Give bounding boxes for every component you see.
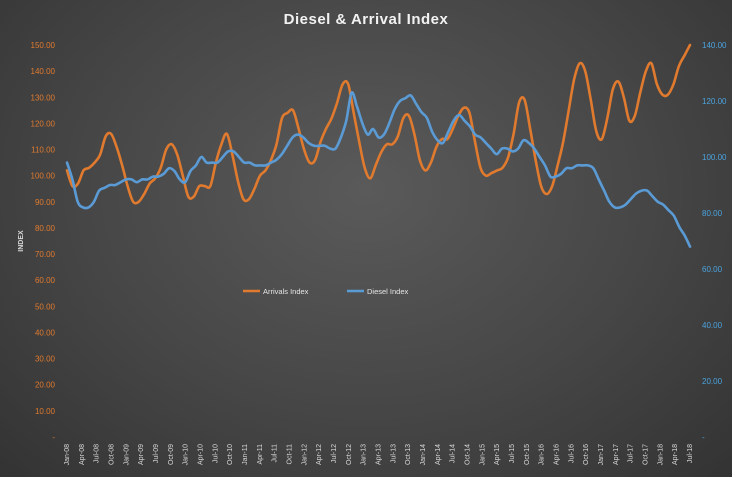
left-tick-label: 150.00 — [31, 41, 56, 50]
left-tick-label: 140.00 — [31, 67, 56, 76]
x-tick-label: Oct-12 — [346, 444, 353, 465]
left-axis-ticks: - 10.00 20.00 30.00 40.00 50.00 60.00 70.00 80.0… — [31, 41, 56, 442]
x-tick-label: Apr-12 — [316, 444, 323, 465]
left-tick-label: 110.00 — [31, 146, 55, 155]
right-tick-label: - — [702, 433, 705, 442]
x-tick-label: Oct-15 — [524, 444, 531, 465]
x-tick-label: Oct-14 — [465, 444, 472, 465]
x-axis-ticks: Jan-08 Apr-08 Jul-08 Oct-08 Jan-09 Apr-09 Jul-… — [64, 444, 694, 466]
x-tick-label: Apr-18 — [672, 444, 679, 465]
x-tick-label: Jul-10 — [212, 444, 219, 463]
legend-label-diesel: Diesel Index — [367, 287, 409, 296]
left-tick-label: 40.00 — [35, 328, 56, 337]
left-tick-label: - — [52, 433, 55, 442]
x-tick-label: Apr-16 — [554, 444, 561, 465]
x-tick-label: Oct-11 — [287, 444, 294, 465]
left-tick-label: 130.00 — [31, 93, 56, 102]
left-tick-label: 30.00 — [35, 355, 56, 364]
right-tick-label: 40.00 — [702, 321, 723, 330]
x-tick-label: Jan-12 — [301, 444, 308, 466]
x-tick-label: Apr-08 — [79, 444, 86, 465]
x-tick-label: Jul-13 — [390, 444, 397, 463]
left-tick-label: 50.00 — [35, 302, 56, 311]
x-tick-label: Apr-15 — [494, 444, 501, 465]
x-tick-label: Jan-15 — [479, 444, 486, 466]
left-tick-label: 70.00 — [35, 250, 56, 259]
right-tick-label: 120.00 — [702, 97, 727, 106]
left-tick-label: 90.00 — [35, 198, 56, 207]
x-tick-label: Oct-17 — [643, 444, 650, 465]
x-tick-label: Jul-11 — [272, 444, 279, 463]
x-tick-label: Apr-09 — [138, 444, 145, 465]
right-tick-label: 20.00 — [702, 377, 723, 386]
x-tick-label: Jan-09 — [123, 444, 130, 466]
chart-title: Diesel & Arrival Index — [284, 11, 449, 28]
x-tick-label: Jan-18 — [657, 444, 664, 466]
x-tick-label: Jul-18 — [687, 444, 694, 463]
x-tick-label: Jan-08 — [64, 444, 71, 466]
x-tick-label: Jul-16 — [568, 444, 575, 463]
x-tick-label: Jul-15 — [509, 444, 516, 463]
right-tick-label: 80.00 — [702, 209, 723, 218]
series-lines — [65, 43, 692, 248]
left-tick-label: 120.00 — [31, 119, 56, 128]
x-tick-label: Jul-08 — [94, 444, 101, 463]
x-tick-label: Jan-16 — [539, 444, 546, 466]
x-tick-label: Oct-08 — [109, 444, 116, 465]
left-tick-label: 20.00 — [35, 381, 56, 390]
diesel-index-line — [65, 91, 692, 248]
x-tick-label: Jul-12 — [331, 444, 338, 463]
x-tick-label: Oct-10 — [227, 444, 234, 465]
x-tick-label: Jul-17 — [628, 444, 635, 463]
x-tick-label: Apr-14 — [435, 444, 442, 465]
x-tick-label: Jan-10 — [183, 444, 190, 466]
x-tick-label: Apr-17 — [613, 444, 620, 465]
left-tick-label: 60.00 — [35, 276, 56, 285]
x-tick-label: Oct-16 — [583, 444, 590, 465]
right-axis-ticks: - 20.00 40.00 60.00 80.00 100.00 120.00 140.00 — [702, 41, 727, 442]
x-tick-label: Apr-13 — [376, 444, 383, 465]
x-tick-label: Jan-17 — [598, 444, 605, 466]
y-axis-label: INDEX — [18, 230, 25, 252]
right-tick-label: 100.00 — [702, 153, 727, 162]
left-tick-label: 100.00 — [31, 172, 56, 181]
x-tick-label: Jul-14 — [450, 444, 457, 463]
legend-label-arrivals: Arrivals Index — [263, 287, 309, 296]
x-tick-label: Oct-13 — [405, 444, 412, 465]
legend: Arrivals Index Diesel Index — [243, 287, 409, 296]
x-tick-label: Apr-10 — [198, 444, 205, 465]
left-tick-label: 80.00 — [35, 224, 56, 233]
right-tick-label: 60.00 — [702, 265, 723, 274]
left-tick-label: 10.00 — [35, 407, 56, 416]
x-tick-label: Jul-09 — [153, 444, 160, 463]
x-tick-label: Apr-11 — [257, 444, 264, 465]
x-tick-label: Jan-11 — [242, 444, 249, 465]
arrivals-index-line — [65, 43, 692, 205]
x-tick-label: Oct-09 — [168, 444, 175, 465]
right-tick-label: 140.00 — [702, 41, 727, 50]
x-tick-label: Jan-14 — [420, 444, 427, 466]
x-tick-label: Jan-13 — [361, 444, 368, 466]
